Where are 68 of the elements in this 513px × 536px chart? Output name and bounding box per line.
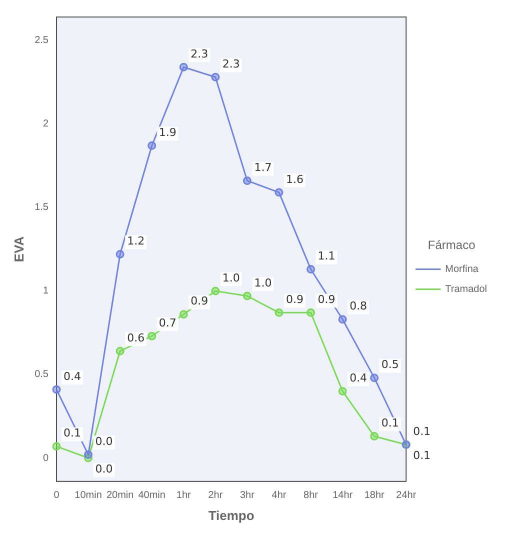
x-tick-label: 24hr [396, 490, 417, 502]
x-tick-label: 3hr [240, 490, 256, 502]
y-tick-label: 2.5 [34, 35, 49, 46]
point [116, 346, 124, 356]
y-tick-label: 1 [42, 286, 49, 297]
data-label: 1.7 [254, 161, 272, 174]
x-tick-label: 14hr [332, 490, 354, 502]
data-label: 0.1 [64, 426, 81, 440]
point [242, 176, 252, 185]
data-label: 0.9 [190, 294, 208, 308]
data-label: 0.1 [413, 449, 431, 462]
point [306, 308, 316, 317]
point [52, 442, 61, 451]
legend-label: Morfina [445, 264, 479, 275]
y-tick-label: 0.5 [34, 369, 49, 380]
point [52, 385, 61, 394]
point [179, 310, 188, 319]
point [116, 250, 124, 258]
y-axis-title: EVA [11, 236, 26, 262]
point [148, 141, 156, 150]
data-label: 1.2 [127, 234, 145, 248]
y-tick-label: 0 [42, 452, 49, 464]
x-tick-label: 2hr [208, 490, 224, 502]
x-tick-label: 10min [74, 490, 102, 502]
y-tick-label: 2 [42, 118, 49, 130]
x-tick-label: 40min [138, 490, 166, 502]
point [211, 286, 220, 296]
data-label: 0.1 [413, 425, 431, 438]
point [242, 292, 252, 300]
data-label: 1.6 [286, 172, 304, 186]
data-label: 0.9 [286, 293, 304, 306]
x-tick-label: 4hr [272, 490, 287, 502]
data-label: 1.0 [222, 271, 240, 284]
point [274, 188, 284, 197]
data-label: 1.9 [158, 126, 176, 139]
data-label: 2.3 [222, 58, 240, 70]
point [84, 450, 93, 459]
x-tick-label: 18hr [364, 490, 386, 502]
data-label: 0.8 [350, 300, 368, 313]
data-label: 0.0 [95, 435, 113, 448]
point [179, 62, 188, 72]
data-label: 0.6 [127, 331, 145, 344]
point [274, 308, 284, 317]
x-tick-label: 1hr [176, 490, 192, 502]
point [306, 264, 316, 274]
data-label: 2.3 [190, 47, 208, 60]
x-tick-label: 0 [54, 490, 60, 502]
x-tick-label: 20min [106, 490, 134, 502]
data-label: 0.1 [381, 416, 399, 430]
point [148, 332, 156, 340]
legend-title: Fármaco [428, 238, 476, 252]
point [370, 432, 379, 441]
x-axis-title: Tiempo [208, 508, 254, 523]
data-label: 0.4 [64, 370, 81, 383]
point [338, 315, 347, 324]
data-label: 0.9 [318, 293, 336, 306]
data-label: 0.7 [158, 316, 176, 330]
point [338, 386, 347, 396]
data-label: 0.0 [95, 462, 113, 476]
data-label: 0.4 [350, 372, 368, 385]
point [370, 374, 379, 382]
point [211, 72, 220, 82]
data-label: 1.1 [318, 250, 336, 263]
data-label: 1.0 [254, 276, 272, 290]
x-tick-label: 8hr [304, 490, 319, 502]
data-label: 0.5 [381, 358, 399, 372]
y-tick-label: 1.5 [34, 202, 49, 214]
legend-label: Tramadol [445, 284, 488, 295]
